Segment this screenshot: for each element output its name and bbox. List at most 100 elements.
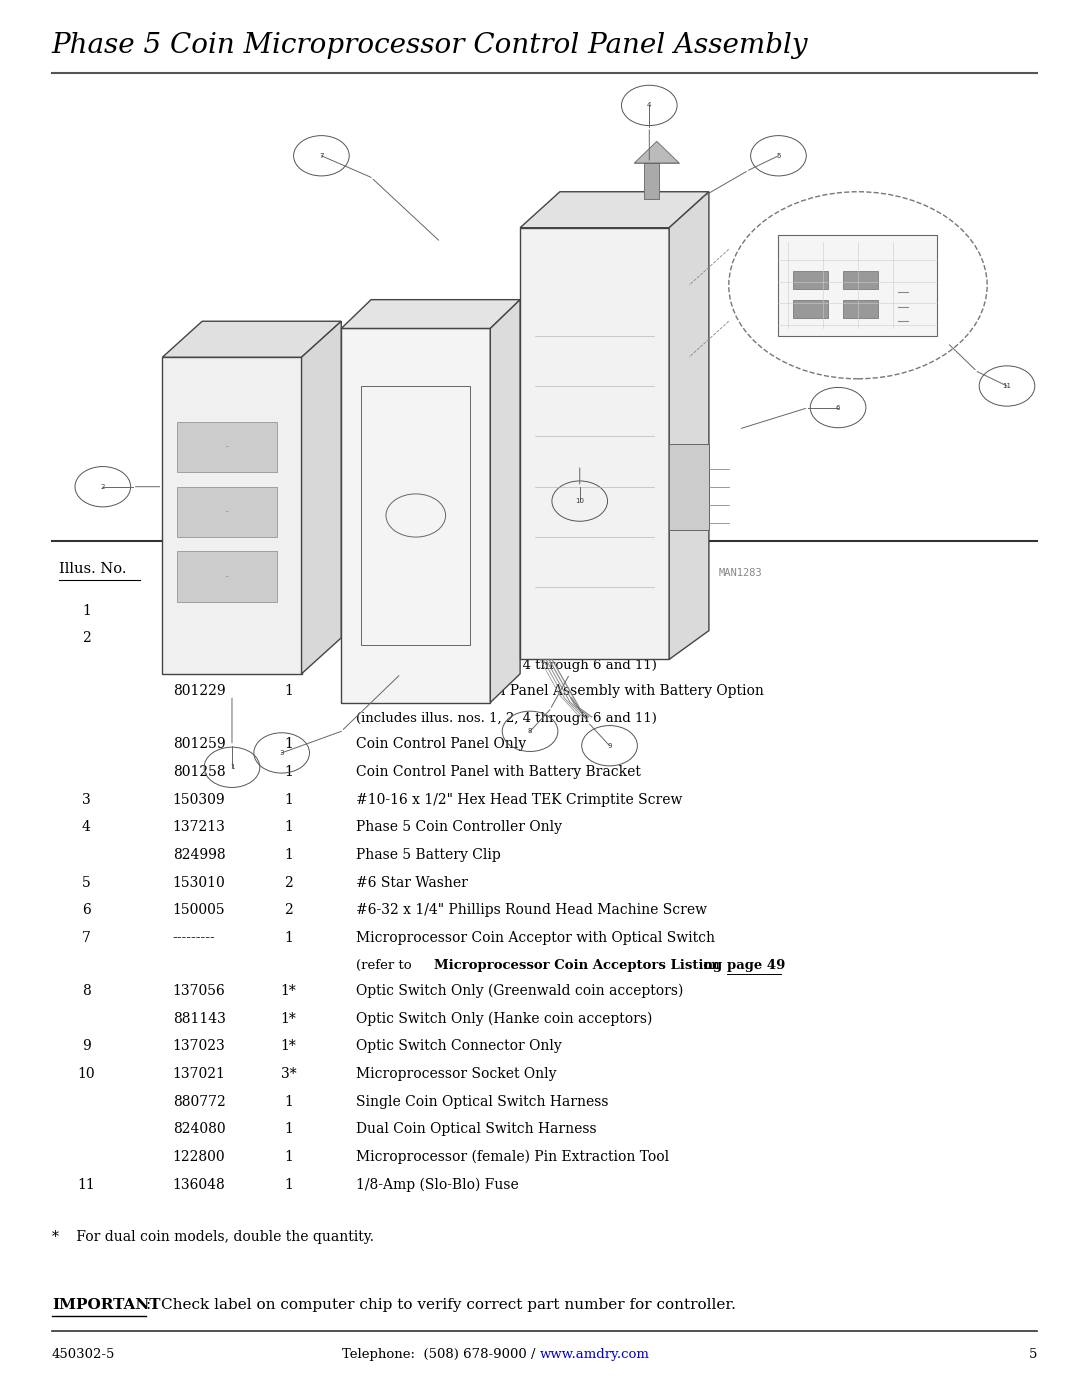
Polygon shape: [670, 191, 708, 659]
Text: 1: 1: [230, 764, 234, 770]
Bar: [779, 235, 937, 335]
Text: 1*: 1*: [281, 1011, 296, 1025]
Text: 3: 3: [82, 792, 91, 806]
Bar: [645, 163, 659, 198]
Text: 1: 1: [82, 604, 91, 617]
Text: Optic Switch Only (Greenwald coin acceptors): Optic Switch Only (Greenwald coin accept…: [356, 983, 684, 999]
Text: 1: 1: [284, 766, 293, 780]
Text: --: --: [226, 574, 229, 580]
Text: 1: 1: [284, 604, 293, 617]
Text: --: --: [226, 444, 229, 450]
Text: Microprocessor Socket Only: Microprocessor Socket Only: [356, 1067, 557, 1081]
Polygon shape: [162, 358, 301, 673]
Bar: [794, 300, 828, 317]
Text: 1: 1: [284, 631, 293, 645]
Text: 137023: 137023: [173, 1039, 226, 1053]
Text: Coin Control Panel with Battery Bracket: Coin Control Panel with Battery Bracket: [356, 766, 642, 780]
Bar: [843, 271, 878, 289]
Text: Qty.: Qty.: [275, 562, 305, 576]
Text: 137213: 137213: [173, 820, 226, 834]
Text: 1: 1: [284, 930, 293, 944]
Text: 1: 1: [284, 1095, 293, 1109]
Text: (includes illus. nos. 1, 2, 4 through 6 and 11): (includes illus. nos. 1, 2, 4 through 6 …: [356, 659, 658, 672]
Text: 3*: 3*: [281, 1067, 296, 1081]
Text: 112526: 112526: [173, 604, 226, 617]
Text: 1: 1: [284, 685, 293, 698]
Text: 1/8-Amp (Slo-Blo) Fuse: 1/8-Amp (Slo-Blo) Fuse: [356, 1178, 519, 1192]
Bar: [670, 444, 708, 529]
Text: 1: 1: [284, 792, 293, 806]
Text: 8: 8: [82, 983, 91, 997]
Text: 450302-5: 450302-5: [52, 1348, 116, 1361]
Text: Optic Switch Connector Only: Optic Switch Connector Only: [356, 1039, 563, 1053]
Text: Coin Control Panel Only: Coin Control Panel Only: [356, 738, 527, 752]
Text: MAN1283: MAN1283: [719, 569, 762, 578]
Polygon shape: [521, 228, 670, 659]
Polygon shape: [521, 191, 708, 228]
Text: 1: 1: [284, 1178, 293, 1192]
Text: 881143: 881143: [173, 1011, 226, 1025]
Text: ---------: ---------: [173, 930, 216, 944]
Text: 801258: 801258: [173, 766, 226, 780]
Text: 137056: 137056: [173, 983, 226, 997]
Text: 6: 6: [82, 904, 91, 918]
Polygon shape: [490, 300, 521, 703]
Text: 11: 11: [78, 1178, 95, 1192]
Text: Coin Keyboard Label Assembly: Coin Keyboard Label Assembly: [356, 604, 576, 617]
Text: 824998: 824998: [173, 848, 226, 862]
Polygon shape: [341, 328, 490, 703]
Text: 5: 5: [777, 152, 781, 159]
Text: --: --: [226, 510, 229, 514]
Text: 1: 1: [284, 1150, 293, 1164]
Text: Phase 5 Coin Microprocessor Control Panel Assembly: Phase 5 Coin Microprocessor Control Pane…: [52, 32, 808, 59]
Text: 7: 7: [82, 930, 91, 944]
Text: 9: 9: [82, 1039, 91, 1053]
Text: Telephone:  (508) 678-9000 /: Telephone: (508) 678-9000 /: [342, 1348, 540, 1361]
Text: 136048: 136048: [173, 1178, 226, 1192]
Bar: [177, 422, 276, 472]
Text: 137021: 137021: [173, 1067, 226, 1081]
Text: 2: 2: [284, 876, 293, 890]
Polygon shape: [162, 321, 341, 358]
Bar: [177, 486, 276, 536]
Text: 122800: 122800: [173, 1150, 226, 1164]
Text: IMPORTANT: IMPORTANT: [52, 1298, 160, 1312]
Text: Single Coin Optical Switch Harness: Single Coin Optical Switch Harness: [356, 1095, 609, 1109]
Text: Microprocessor Coin Acceptors Listing: Microprocessor Coin Acceptors Listing: [434, 958, 723, 972]
Polygon shape: [301, 321, 341, 673]
Text: 1: 1: [284, 1122, 293, 1136]
Text: Illus. No.: Illus. No.: [59, 562, 127, 576]
Text: #6-32 x 1/4" Phillips Round Head Machine Screw: #6-32 x 1/4" Phillips Round Head Machine…: [356, 904, 707, 918]
Bar: [361, 386, 471, 645]
Text: 9: 9: [607, 743, 611, 749]
Text: Optic Switch Only (Hanke coin acceptors): Optic Switch Only (Hanke coin acceptors): [356, 1011, 652, 1027]
Polygon shape: [341, 300, 521, 328]
Text: 4: 4: [82, 820, 91, 834]
Text: Microprocessor (female) Pin Extraction Tool: Microprocessor (female) Pin Extraction T…: [356, 1150, 670, 1165]
Bar: [177, 552, 276, 602]
Text: page 49: page 49: [727, 958, 785, 972]
Text: (includes illus. nos. 1, 2, 4 through 6 and 11): (includes illus. nos. 1, 2, 4 through 6 …: [356, 712, 658, 725]
Text: 150005: 150005: [173, 904, 226, 918]
Text: 1: 1: [284, 848, 293, 862]
Text: (refer to: (refer to: [356, 958, 420, 972]
Text: 824080: 824080: [173, 1122, 226, 1136]
Text: 10: 10: [78, 1067, 95, 1081]
Text: Dual Coin Optical Switch Harness: Dual Coin Optical Switch Harness: [356, 1122, 597, 1136]
Text: 11: 11: [1002, 383, 1012, 388]
Text: 880772: 880772: [173, 1095, 226, 1109]
Text: 1: 1: [284, 820, 293, 834]
Text: Phase 5 Coin Control Panel Assembly with Battery Option: Phase 5 Coin Control Panel Assembly with…: [356, 685, 765, 698]
Text: 8: 8: [528, 728, 532, 735]
Text: 801213: 801213: [173, 631, 226, 645]
Text: 1*: 1*: [281, 983, 296, 997]
Text: :  Check label on computer chip to verify correct part number for controller.: : Check label on computer chip to verify…: [146, 1298, 735, 1312]
Text: 7: 7: [320, 152, 324, 159]
Bar: [843, 300, 878, 317]
Text: 2: 2: [100, 483, 105, 490]
Text: 1*: 1*: [281, 1039, 296, 1053]
Text: #10-16 x 1/2" Hex Head TEK Crimptite Screw: #10-16 x 1/2" Hex Head TEK Crimptite Scr…: [356, 792, 683, 806]
Text: Phase 5 Battery Clip: Phase 5 Battery Clip: [356, 848, 501, 862]
Text: on: on: [699, 958, 724, 972]
Text: 2: 2: [82, 631, 91, 645]
